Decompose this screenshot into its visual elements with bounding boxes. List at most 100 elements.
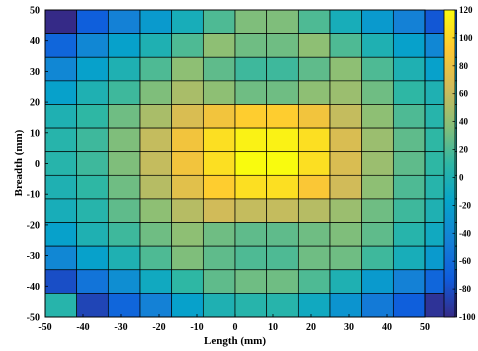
- heatmap-cell: [77, 199, 109, 223]
- heatmap-cell: [203, 270, 235, 294]
- heatmap-cell: [108, 81, 140, 105]
- heatmap-cell: [235, 199, 267, 223]
- heatmap-cell: [203, 128, 235, 152]
- heatmap-cell: [267, 81, 299, 105]
- heatmap-cell: [172, 175, 204, 199]
- heatmap-cell: [235, 104, 267, 128]
- heatmap-cell: [77, 270, 109, 294]
- heatmap-cell: [140, 270, 172, 294]
- heatmap-cell: [108, 293, 140, 317]
- heatmap-cell: [330, 175, 362, 199]
- colorbar-tick-label: -100: [459, 312, 476, 322]
- colorbar-tick-label: -60: [459, 256, 471, 266]
- colorbar: [444, 10, 455, 317]
- x-tick-label: 50: [420, 322, 430, 333]
- heatmap-cell: [393, 246, 425, 270]
- heatmap-cell: [267, 128, 299, 152]
- heatmap-cell: [45, 81, 77, 105]
- heatmap-cell: [108, 128, 140, 152]
- heatmap-cell: [267, 104, 299, 128]
- heatmap-cell: [172, 10, 204, 34]
- x-tick-label: -20: [152, 322, 165, 333]
- heatmap-cell: [362, 270, 394, 294]
- y-tick-label: -40: [27, 282, 40, 293]
- heatmap-cell: [393, 128, 425, 152]
- y-tick-label: 50: [30, 6, 40, 17]
- heatmap-cell: [298, 34, 330, 58]
- heatmap-cell: [172, 223, 204, 247]
- heatmap-cell: [203, 10, 235, 34]
- heatmap-cell: [77, 10, 109, 34]
- heatmap-cell: [108, 104, 140, 128]
- heatmap-cell: [108, 246, 140, 270]
- x-tick-label: -50: [38, 322, 51, 333]
- heatmap-cell: [140, 10, 172, 34]
- heatmap-cell: [45, 10, 77, 34]
- heatmap-cell: [140, 175, 172, 199]
- heatmap-cell: [203, 57, 235, 81]
- heatmap-cell: [108, 34, 140, 58]
- heatmap-cell: [330, 34, 362, 58]
- heatmap-cell: [362, 34, 394, 58]
- heatmap-cell: [235, 128, 267, 152]
- heatmap-cell: [267, 34, 299, 58]
- heatmap-cell: [203, 34, 235, 58]
- colorbar-tick-label: -20: [459, 200, 471, 210]
- heatmap-cell: [140, 246, 172, 270]
- heatmap-cell: [330, 128, 362, 152]
- heatmap-cell: [362, 246, 394, 270]
- heatmap-cell: [45, 223, 77, 247]
- heatmap-cell: [298, 152, 330, 176]
- y-tick-label: 40: [30, 36, 40, 47]
- heatmap-cell: [45, 175, 77, 199]
- heatmap-cell: [267, 270, 299, 294]
- heatmap-cell: [172, 199, 204, 223]
- heatmap-cell: [393, 175, 425, 199]
- heatmap-cell: [330, 104, 362, 128]
- heatmap-cell: [172, 270, 204, 294]
- colorbar-tick-label: 120: [459, 5, 473, 15]
- colorbar-tick-label: -80: [459, 284, 471, 294]
- heatmap-cell: [140, 104, 172, 128]
- heatmap-cell: [298, 10, 330, 34]
- heatmap-cell: [393, 81, 425, 105]
- y-tick-label: -30: [27, 251, 40, 262]
- heatmap-cell: [140, 57, 172, 81]
- x-tick-label: 20: [306, 322, 316, 333]
- heatmap-cell: [362, 104, 394, 128]
- heatmap-cell: [45, 57, 77, 81]
- heatmap-cell: [140, 81, 172, 105]
- heatmap-cell: [140, 223, 172, 247]
- colorbar-tick-label: 20: [459, 145, 469, 155]
- heatmap-cell: [330, 270, 362, 294]
- heatmap-cell: [298, 270, 330, 294]
- heatmap-cell: [45, 293, 77, 317]
- heatmap-cell: [298, 104, 330, 128]
- heatmap-cell: [172, 246, 204, 270]
- heatmap-cell: [298, 246, 330, 270]
- heatmap-cell: [330, 81, 362, 105]
- heatmap-cell: [267, 199, 299, 223]
- heatmap-cell: [362, 223, 394, 247]
- heatmap-cell: [45, 152, 77, 176]
- heatmap-cell: [108, 152, 140, 176]
- x-tick-label: -10: [190, 322, 203, 333]
- heatmap-cell: [298, 128, 330, 152]
- heatmap-cell: [267, 175, 299, 199]
- heatmap-cell: [172, 34, 204, 58]
- heatmap-cell: [393, 270, 425, 294]
- heatmap-cell: [45, 34, 77, 58]
- heatmap-cell: [267, 152, 299, 176]
- colorbar-tick-label: 100: [459, 33, 473, 43]
- y-tick-label: 20: [30, 98, 40, 109]
- heatmap-cell: [77, 104, 109, 128]
- heatmap-cell: [267, 223, 299, 247]
- heatmap-cell: [235, 10, 267, 34]
- heatmap-cell: [298, 175, 330, 199]
- colorbar-tick-label: 80: [459, 61, 469, 71]
- heatmap-cell: [140, 152, 172, 176]
- heatmap-cell: [77, 34, 109, 58]
- heatmap-cell: [330, 57, 362, 81]
- heatmap-cell: [140, 293, 172, 317]
- heatmap-cell: [172, 57, 204, 81]
